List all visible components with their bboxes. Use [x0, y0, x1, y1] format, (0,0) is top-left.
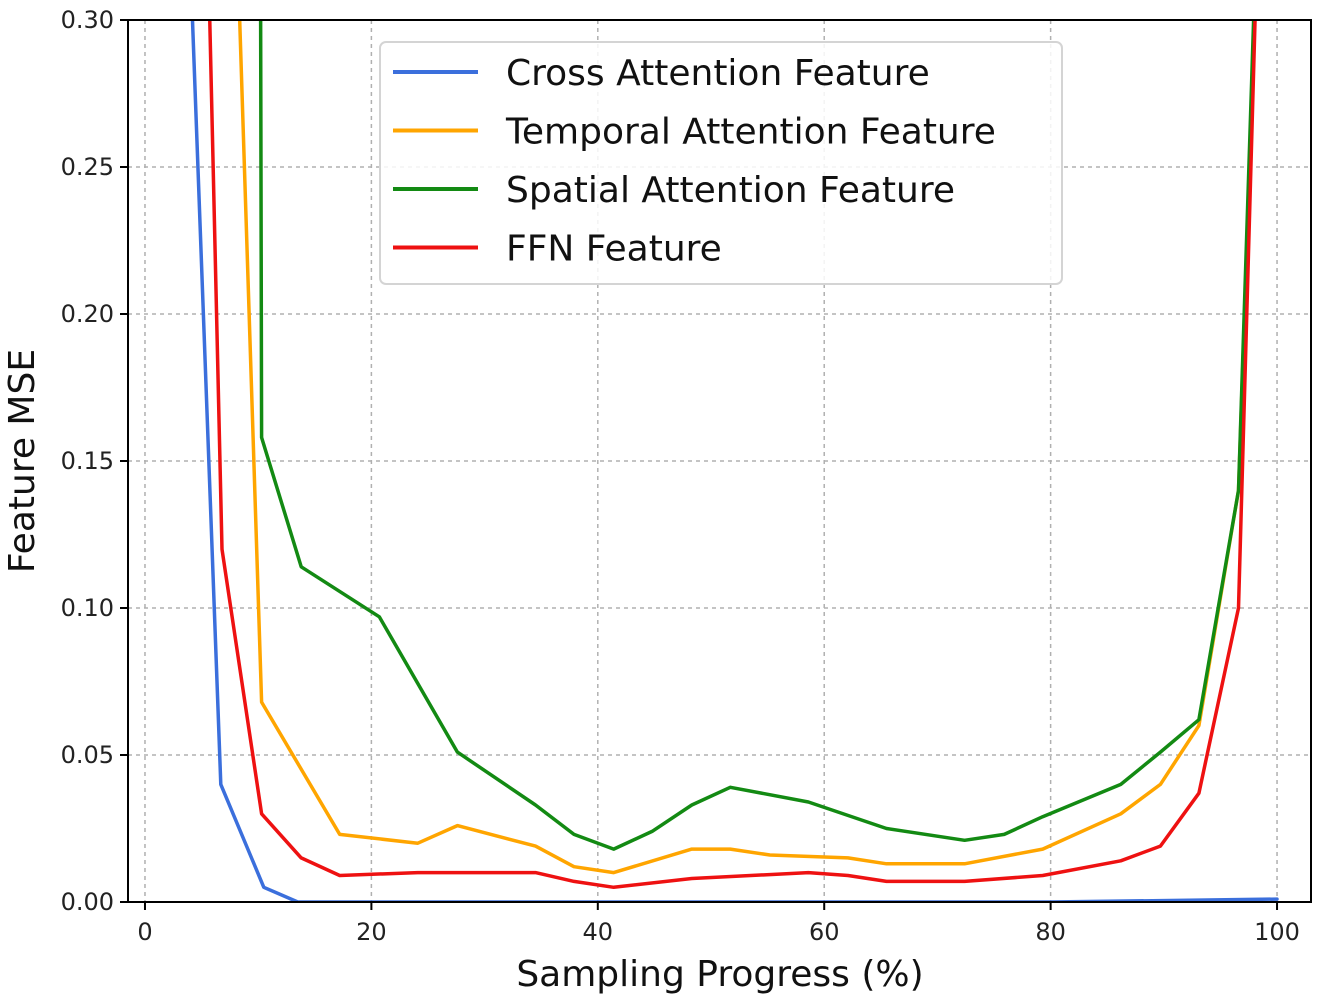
y-tick-label: 0.25 — [61, 153, 114, 181]
y-tick-label: 0.30 — [61, 6, 114, 34]
axis-ticks: 0 20 40 60 80 100 0.00 0.05 0.10 0.15 0.20 0.25 0.30 — [61, 6, 1300, 946]
y-axis-label: Feature MSE — [2, 349, 43, 573]
y-tick-label: 0.15 — [61, 447, 114, 475]
y-tick-label: 0.00 — [61, 888, 114, 916]
legend-label: Cross Attention Feature — [506, 53, 930, 94]
x-tick-label: 60 — [809, 918, 840, 946]
series-line-ffn-feature — [208, 20, 1257, 890]
x-axis-label: Sampling Progress (%) — [516, 954, 923, 995]
legend-label: Temporal Attention Feature — [505, 112, 996, 153]
series-line-temporal-attention-feature — [237, 20, 1257, 875]
x-tick-label: 0 — [137, 918, 152, 946]
x-tick-label: 20 — [356, 918, 387, 946]
y-tick-label: 0.20 — [61, 300, 114, 328]
x-tick-label: 100 — [1254, 918, 1300, 946]
legend-label: FFN Feature — [506, 229, 722, 270]
series-line-spatial-attention-feature — [258, 20, 1256, 851]
series-lines — [190, 20, 1279, 902]
legend: Cross Attention Feature Temporal Attentio… — [379, 41, 1063, 285]
legend-label: Spatial Attention Feature — [506, 170, 955, 211]
series-line-cross-attention-feature — [190, 20, 1279, 902]
x-tick-label: 80 — [1035, 918, 1066, 946]
x-tick-label: 40 — [583, 918, 614, 946]
y-tick-label: 0.05 — [61, 741, 114, 769]
legend-box — [379, 41, 1063, 285]
y-tick-label: 0.10 — [61, 594, 114, 622]
